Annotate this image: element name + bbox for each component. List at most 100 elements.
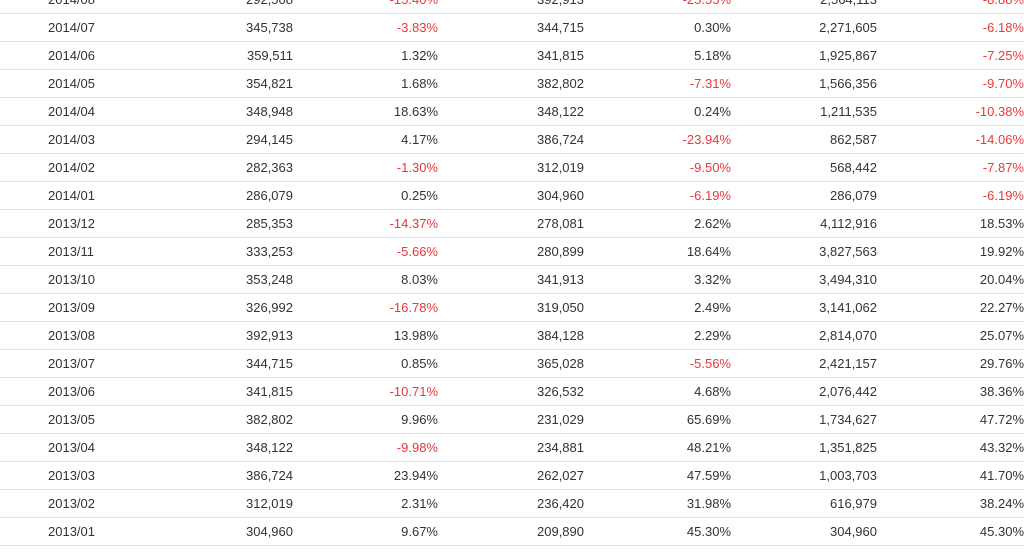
month-cell: 2014/03 — [0, 125, 150, 154]
value-c-cell: 3,494,310 — [732, 265, 878, 294]
change-a-cell: -1.30% — [294, 153, 439, 182]
table-row: 2014/01 286,079 0.25% 304,960 -6.19% 286,079-… — [0, 181, 1024, 210]
change-a-cell: 1.32% — [294, 41, 439, 70]
month-cell: 2014/06 — [0, 41, 150, 70]
value-c-cell: 3,827,563 — [732, 237, 878, 266]
change-b-cell: -7.31% — [585, 69, 732, 98]
change-a-cell: 9.67% — [294, 517, 439, 546]
change-a-cell: -5.66% — [294, 237, 439, 266]
month-cell: 2013/08 — [0, 321, 150, 350]
change-c-cell: -14.06% — [878, 125, 1024, 154]
month-cell: 2014/01 — [0, 181, 150, 210]
value-b-cell: 386,724 — [439, 125, 585, 154]
value-c-cell: 2,076,442 — [732, 377, 878, 406]
change-a-cell: 13.98% — [294, 321, 439, 350]
value-c-cell: 1,734,627 — [732, 405, 878, 434]
value-c-cell: 2,421,157 — [732, 349, 878, 378]
table-row: 2013/02 312,019 2.31% 236,420 31.98% 616,979 3… — [0, 489, 1024, 518]
value-a-cell: 392,913 — [150, 321, 294, 350]
change-a-cell: -14.37% — [294, 209, 439, 238]
change-b-cell: 3.32% — [585, 265, 732, 294]
value-b-cell: 262,027 — [439, 461, 585, 490]
change-c-cell: -7.25% — [878, 41, 1024, 70]
table-row: 2013/09 326,992 -16.78% 319,050 2.49% 3,141,0… — [0, 293, 1024, 322]
change-a-cell: 9.96% — [294, 405, 439, 434]
value-b-cell: 304,960 — [439, 181, 585, 210]
value-a-cell: 292,508 — [150, 0, 294, 14]
table-row: 2013/04 348,122 -9.98% 234,881 48.21% 1,351,8… — [0, 433, 1024, 462]
table-row: 2014/02 282,363 -1.30% 312,019 -9.50% 568,442… — [0, 153, 1024, 182]
table-row: 2013/10 353,248 8.03% 341,913 3.32% 3,494,310… — [0, 265, 1024, 294]
value-b-cell: 319,050 — [439, 293, 585, 322]
change-c-cell: 20.04% — [878, 265, 1024, 294]
value-a-cell: 353,248 — [150, 265, 294, 294]
month-cell: 2014/08 — [0, 0, 150, 14]
value-c-cell: 2,271,605 — [732, 13, 878, 42]
value-a-cell: 285,353 — [150, 209, 294, 238]
change-a-cell: 0.25% — [294, 181, 439, 210]
change-b-cell: 31.98% — [585, 489, 732, 518]
month-cell: 2013/04 — [0, 433, 150, 462]
value-a-cell: 333,253 — [150, 237, 294, 266]
table-row: 2014/07 345,738 -3.83% 344,715 0.30% 2,271,60… — [0, 13, 1024, 42]
change-b-cell: -9.50% — [585, 153, 732, 182]
table-row: 2013/06 341,815 -10.71% 326,532 4.68% 2,076,4… — [0, 377, 1024, 406]
change-c-cell: 45.30% — [878, 517, 1024, 546]
value-b-cell: 392,913 — [439, 0, 585, 14]
table-row: 2014/06 359,511 1.32% 341,815 5.18% 1,925,867… — [0, 41, 1024, 70]
change-b-cell: 47.59% — [585, 461, 732, 490]
change-c-cell: 47.72% — [878, 405, 1024, 434]
value-b-cell: 231,029 — [439, 405, 585, 434]
table-row: 2013/12 285,353 -14.37% 278,081 2.62% 4,112,9… — [0, 209, 1024, 238]
value-b-cell: 365,028 — [439, 349, 585, 378]
change-b-cell: 2.29% — [585, 321, 732, 350]
change-a-cell: 18.63% — [294, 97, 439, 126]
change-b-cell: -5.56% — [585, 349, 732, 378]
table-row: 2013/05 382,802 9.96% 231,029 65.69% 1,734,62… — [0, 405, 1024, 434]
change-c-cell: -10.38% — [878, 97, 1024, 126]
table-row: 2014/08292,508-15.40%392,913-25.55%2,564… — [0, 0, 1024, 14]
value-a-cell: 386,724 — [150, 461, 294, 490]
change-c-cell: 41.70% — [878, 461, 1024, 490]
value-a-cell: 382,802 — [150, 405, 294, 434]
month-cell: 2013/07 — [0, 349, 150, 378]
month-cell: 2014/07 — [0, 13, 150, 42]
table-row: 2013/11 333,253 -5.66% 280,899 18.64% 3,827,5… — [0, 237, 1024, 266]
value-c-cell: 1,925,867 — [732, 41, 878, 70]
value-a-cell: 341,815 — [150, 377, 294, 406]
change-a-cell: 0.85% — [294, 349, 439, 378]
change-b-cell: -23.94% — [585, 125, 732, 154]
value-a-cell: 348,122 — [150, 433, 294, 462]
table-row: 2013/03 386,724 23.94% 262,027 47.59% 1,003,7… — [0, 461, 1024, 490]
value-b-cell: 280,899 — [439, 237, 585, 266]
change-b-cell: 2.49% — [585, 293, 732, 322]
value-c-cell: 1,003,703 — [732, 461, 878, 490]
change-a-cell: 8.03% — [294, 265, 439, 294]
change-c-cell: -6.18% — [878, 13, 1024, 42]
month-cell: 2013/10 — [0, 265, 150, 294]
table-row: 2013/08 392,913 13.98% 384,128 2.29% 2,814,07… — [0, 321, 1024, 350]
value-b-cell: 341,913 — [439, 265, 585, 294]
month-cell: 2013/09 — [0, 293, 150, 322]
month-cell: 2013/01 — [0, 517, 150, 546]
value-b-cell: 326,532 — [439, 377, 585, 406]
change-a-cell: -15.40% — [294, 0, 439, 14]
change-a-cell: 4.17% — [294, 125, 439, 154]
change-c-cell: -9.70% — [878, 69, 1024, 98]
change-c-cell: 18.53% — [878, 209, 1024, 238]
value-a-cell: 312,019 — [150, 489, 294, 518]
value-b-cell: 312,019 — [439, 153, 585, 182]
value-c-cell: 1,566,356 — [732, 69, 878, 98]
change-a-cell: 2.31% — [294, 489, 439, 518]
change-c-cell: -7.87% — [878, 153, 1024, 182]
change-c-cell: 22.27% — [878, 293, 1024, 322]
change-c-cell: 43.32% — [878, 433, 1024, 462]
value-c-cell: 2,814,070 — [732, 321, 878, 350]
value-a-cell: 304,960 — [150, 517, 294, 546]
value-c-cell: 568,442 — [732, 153, 878, 182]
change-a-cell: 1.68% — [294, 69, 439, 98]
change-b-cell: 5.18% — [585, 41, 732, 70]
change-b-cell: -6.19% — [585, 181, 732, 210]
value-c-cell: 286,079 — [732, 181, 878, 210]
